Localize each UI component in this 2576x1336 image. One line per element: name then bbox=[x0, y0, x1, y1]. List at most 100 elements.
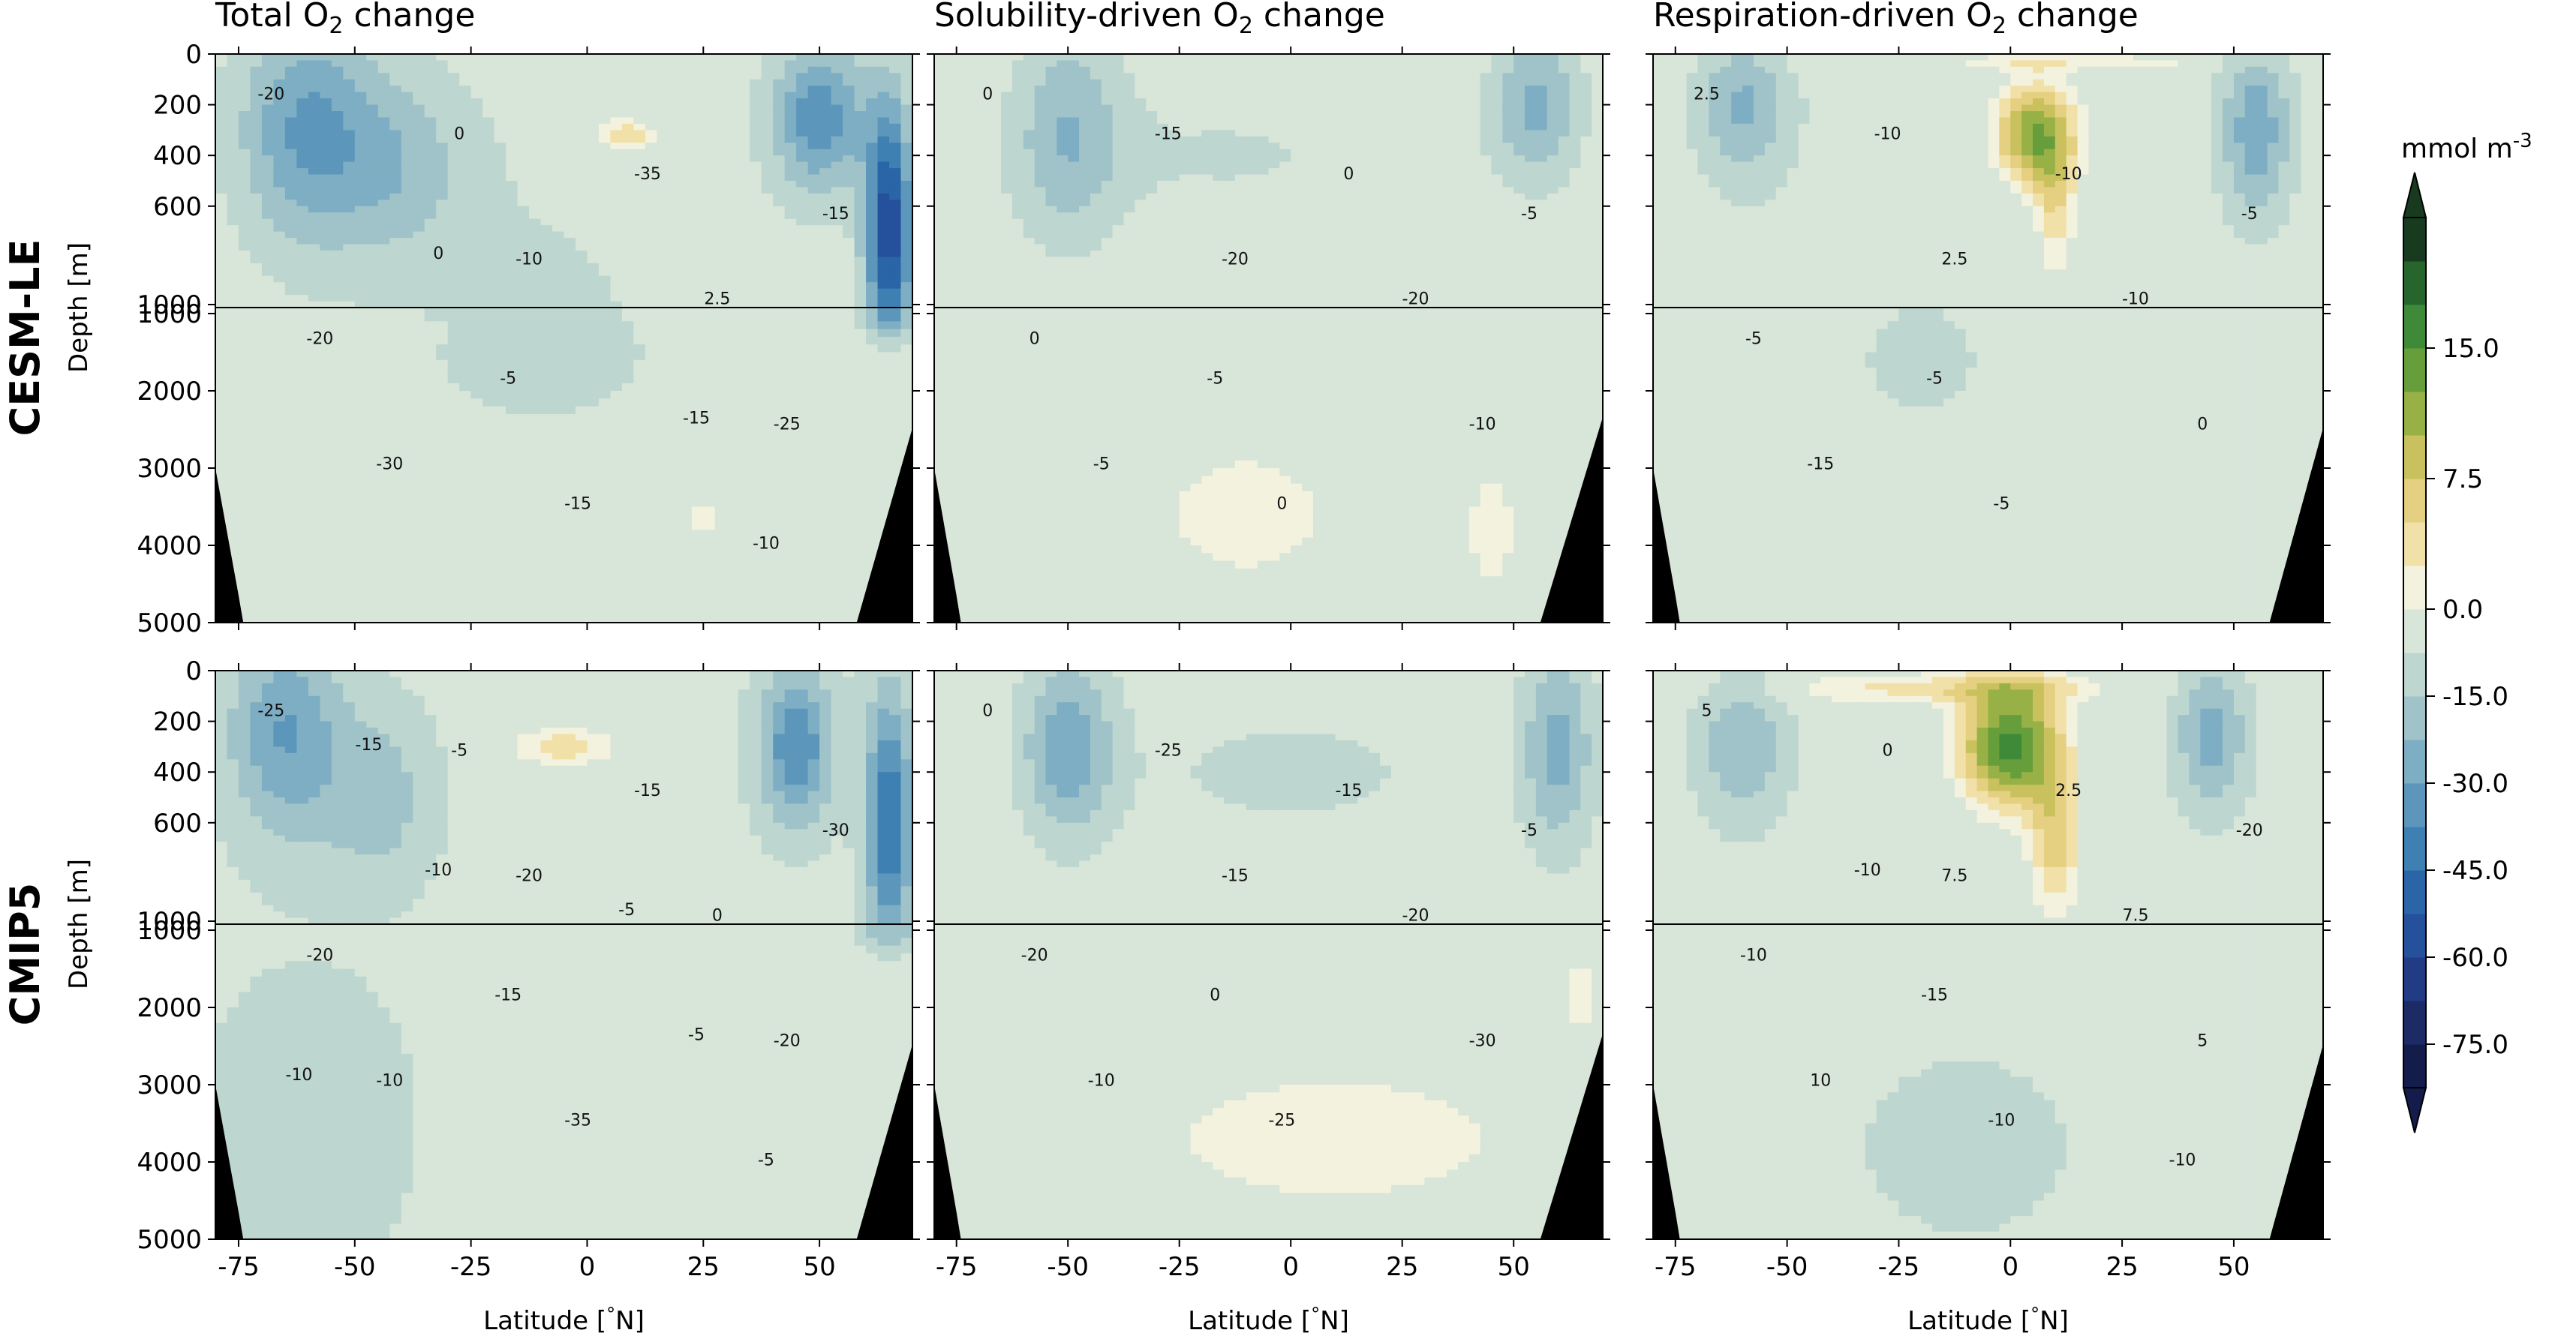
field-cell bbox=[819, 200, 832, 207]
field-cell bbox=[738, 336, 750, 345]
field-cell bbox=[320, 522, 332, 530]
field-cell bbox=[819, 460, 832, 469]
field-cell bbox=[633, 468, 646, 476]
field-cell bbox=[529, 468, 542, 476]
field-cell bbox=[657, 352, 669, 361]
field-cell bbox=[796, 522, 809, 530]
field-cell bbox=[564, 607, 576, 616]
field-cell bbox=[331, 584, 344, 593]
field-cell bbox=[657, 181, 669, 188]
field-cell bbox=[459, 231, 472, 239]
field-cell bbox=[945, 244, 957, 251]
field-cell bbox=[308, 368, 320, 376]
field-cell bbox=[447, 584, 460, 593]
field-cell bbox=[691, 584, 704, 593]
field-cell bbox=[540, 218, 553, 226]
field-cell bbox=[784, 452, 797, 461]
field-cell bbox=[945, 123, 957, 131]
field-cell bbox=[227, 206, 239, 213]
field-cell bbox=[296, 476, 309, 485]
field-cell bbox=[273, 359, 286, 368]
field-cell bbox=[284, 568, 297, 577]
field-cell bbox=[587, 422, 600, 431]
field-cell bbox=[552, 269, 565, 277]
field-cell bbox=[796, 225, 809, 233]
field-cell bbox=[877, 344, 890, 353]
field-cell bbox=[494, 368, 506, 376]
field-cell bbox=[227, 437, 239, 446]
field-cell bbox=[945, 275, 957, 283]
field-cell bbox=[552, 301, 565, 308]
field-cell bbox=[750, 514, 762, 523]
field-cell bbox=[377, 117, 390, 125]
field-cell bbox=[773, 66, 786, 74]
field-cell bbox=[459, 168, 472, 176]
field-cell bbox=[610, 187, 623, 194]
field-cell bbox=[377, 344, 390, 353]
field-cell bbox=[587, 483, 600, 492]
field-cell bbox=[750, 468, 762, 476]
field-cell bbox=[610, 568, 623, 577]
field-cell bbox=[517, 161, 530, 169]
field-cell bbox=[564, 491, 576, 500]
field-cell bbox=[296, 174, 309, 182]
field-cell bbox=[238, 375, 251, 384]
field-cell bbox=[900, 66, 912, 74]
field-cell bbox=[250, 530, 263, 539]
field-cell bbox=[284, 250, 297, 257]
field-cell bbox=[726, 445, 739, 453]
field-cell bbox=[238, 545, 251, 554]
field-cell bbox=[250, 200, 263, 207]
field-cell bbox=[831, 560, 843, 569]
field-cell bbox=[424, 161, 437, 169]
field-cell bbox=[343, 98, 356, 106]
field-cell bbox=[482, 54, 495, 62]
field-cell bbox=[227, 187, 239, 194]
field-cell bbox=[401, 250, 413, 257]
field-cell bbox=[621, 123, 634, 131]
field-cell bbox=[680, 522, 693, 530]
field-cell bbox=[470, 301, 483, 308]
field-cell bbox=[668, 104, 681, 112]
field-cell bbox=[796, 275, 809, 283]
field-cell bbox=[436, 181, 449, 188]
field-cell bbox=[366, 263, 379, 270]
field-cell bbox=[761, 614, 774, 623]
field-cell bbox=[610, 161, 623, 169]
field-cell bbox=[529, 537, 542, 546]
field-cell bbox=[494, 212, 506, 220]
field-cell bbox=[552, 117, 565, 125]
field-cell bbox=[343, 329, 356, 338]
field-cell bbox=[517, 231, 530, 239]
field-cell bbox=[784, 104, 797, 112]
field-cell bbox=[401, 92, 413, 99]
field-cell bbox=[389, 476, 402, 485]
field-cell bbox=[470, 225, 483, 233]
field-cell bbox=[819, 155, 832, 163]
field-cell bbox=[598, 445, 612, 453]
field-cell bbox=[284, 282, 297, 290]
field-cell bbox=[343, 506, 356, 515]
field-cell bbox=[320, 269, 332, 277]
field-cell bbox=[389, 321, 402, 330]
field-cell bbox=[854, 321, 867, 330]
field-cell bbox=[506, 104, 519, 112]
field-cell bbox=[470, 422, 483, 431]
field-cell bbox=[447, 206, 460, 213]
field-cell bbox=[261, 130, 275, 137]
field-cell bbox=[633, 391, 646, 399]
field-cell bbox=[320, 591, 332, 600]
field-cell bbox=[470, 607, 483, 616]
field-cell bbox=[587, 329, 600, 338]
field-cell bbox=[633, 269, 646, 277]
field-cell bbox=[389, 607, 402, 616]
field-cell bbox=[459, 238, 472, 245]
field-cell bbox=[470, 143, 483, 150]
field-cell bbox=[540, 336, 553, 345]
field-cell bbox=[320, 282, 332, 290]
field-cell bbox=[343, 359, 356, 368]
field-cell bbox=[633, 607, 646, 616]
field-cell bbox=[691, 422, 704, 431]
field-cell bbox=[773, 301, 786, 308]
field-cell bbox=[807, 522, 820, 530]
